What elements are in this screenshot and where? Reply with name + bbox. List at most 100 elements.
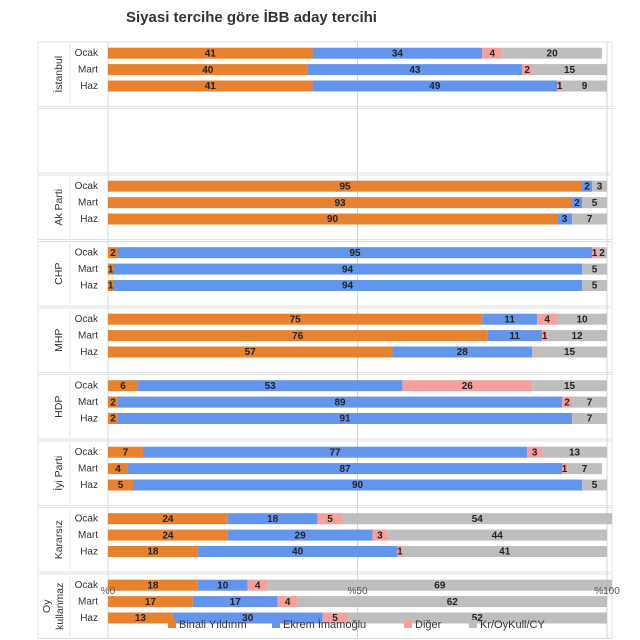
data-label: 5 [592, 264, 598, 275]
period-label: Ocak [75, 447, 99, 458]
legend-label: Kr/OyKull/CY [480, 619, 545, 631]
bar-segment [312, 80, 558, 92]
category-label: CHP [53, 263, 65, 285]
category-label: HDP [53, 396, 65, 418]
bar-segment [537, 313, 558, 325]
period-label: Ocak [75, 580, 99, 591]
bar-segment [108, 80, 313, 92]
category-label: Kararsız [53, 520, 65, 559]
bar-segment [108, 396, 118, 408]
category-label: MHP [53, 329, 65, 352]
bar-segment [108, 180, 583, 192]
x-tick-label: %100 [594, 586, 620, 597]
data-label: 5 [592, 198, 598, 209]
bar-segment [532, 380, 607, 392]
bar-segment [108, 197, 573, 209]
data-label: 13 [569, 447, 581, 458]
data-label: 12 [571, 331, 583, 342]
bar-segment [582, 280, 607, 291]
data-label: 28 [457, 347, 469, 358]
bar-segment [108, 64, 308, 76]
data-label: 43 [409, 65, 421, 76]
bar-segment [108, 463, 128, 475]
data-label: 7 [587, 414, 593, 425]
data-label: 26 [462, 381, 474, 392]
data-label: 76 [292, 331, 304, 342]
group-frame [37, 307, 613, 373]
data-label: 11 [504, 314, 515, 325]
bar-segment [572, 213, 607, 225]
bar-segment [117, 247, 593, 259]
period-label: Mart [78, 530, 98, 541]
data-label: 7 [582, 464, 588, 475]
bar-segment [108, 280, 113, 291]
legend-swatch [469, 620, 477, 628]
data-label: 69 [434, 580, 446, 591]
data-label: 29 [295, 530, 307, 541]
period-label: Haz [80, 281, 98, 292]
data-label: 15 [564, 381, 576, 392]
bar-segment [317, 513, 343, 525]
data-label: 9 [582, 81, 588, 92]
bar-segment [567, 463, 603, 475]
x-tick-label: %0 [101, 586, 116, 597]
legend-label: Ekrem İmamoğlu [283, 618, 366, 631]
data-label: 5 [592, 480, 598, 491]
bar-segment [582, 180, 593, 192]
legend-label: Diğer [415, 619, 442, 631]
bar-segment [487, 330, 543, 342]
data-label: 7 [587, 397, 593, 408]
data-label: 3 [377, 530, 383, 541]
bar-segment [397, 546, 403, 557]
category-label-line: kullanmaz [54, 583, 66, 630]
bar-segment [387, 529, 607, 541]
category-label-line: MHP [53, 329, 65, 352]
period-label: Haz [80, 480, 98, 491]
category-label-line: Kararsız [53, 520, 65, 559]
bar-segment [372, 529, 388, 541]
period-label: Mart [78, 264, 98, 275]
data-label: 41 [205, 48, 217, 59]
data-label: 94 [342, 281, 354, 292]
legend-swatch [168, 620, 176, 628]
data-label: 87 [339, 464, 351, 475]
period-label: Haz [80, 81, 98, 92]
period-label: Ocak [75, 48, 99, 59]
bar-segment [108, 479, 133, 491]
data-label: 90 [352, 480, 364, 491]
bar-segment [322, 612, 348, 624]
bar-segment [547, 330, 607, 342]
bar-segment [597, 247, 607, 259]
bar-segment [557, 313, 607, 325]
group-frames [37, 41, 613, 639]
bars [108, 47, 612, 624]
data-label: 4 [489, 48, 495, 59]
legend-swatch [404, 620, 412, 628]
category-label-line: HDP [53, 396, 65, 418]
bar-segment [542, 446, 607, 458]
bar-segment [108, 413, 118, 424]
data-label: 7 [123, 447, 129, 458]
period-label: Mart [78, 198, 98, 209]
data-label: 3 [597, 181, 603, 192]
data-label: 94 [342, 264, 354, 275]
bar-segment [267, 579, 612, 591]
data-label: 10 [217, 580, 229, 591]
bar-segment [307, 64, 523, 76]
bar-segment [142, 446, 528, 458]
legend: Binali Yıldırım Ekrem İmamoğlu Diğer Kr/OyK… [168, 618, 545, 631]
data-label: 18 [147, 580, 159, 591]
data-label: 5 [332, 613, 338, 624]
bar-segment [108, 263, 113, 275]
period-label: Mart [78, 464, 98, 475]
data-label: 49 [429, 81, 441, 92]
bar-segment [192, 596, 278, 608]
data-label: 54 [472, 514, 484, 525]
data-label: 15 [564, 347, 576, 358]
data-label: 34 [392, 48, 404, 59]
data-label: 1 [397, 547, 403, 558]
data-label: 13 [135, 613, 147, 624]
period-label: Haz [80, 347, 98, 358]
data-label: 18 [147, 547, 159, 558]
